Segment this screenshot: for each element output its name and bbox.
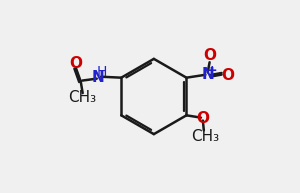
Text: O: O xyxy=(69,56,82,71)
Text: +: + xyxy=(207,64,217,77)
Text: N: N xyxy=(92,70,104,85)
Text: H: H xyxy=(96,65,106,80)
Text: CH₃: CH₃ xyxy=(191,129,219,144)
Text: O: O xyxy=(196,111,209,126)
Text: N: N xyxy=(201,67,214,82)
Text: O: O xyxy=(221,68,234,83)
Text: CH₃: CH₃ xyxy=(69,91,97,105)
Text: O: O xyxy=(203,48,216,63)
